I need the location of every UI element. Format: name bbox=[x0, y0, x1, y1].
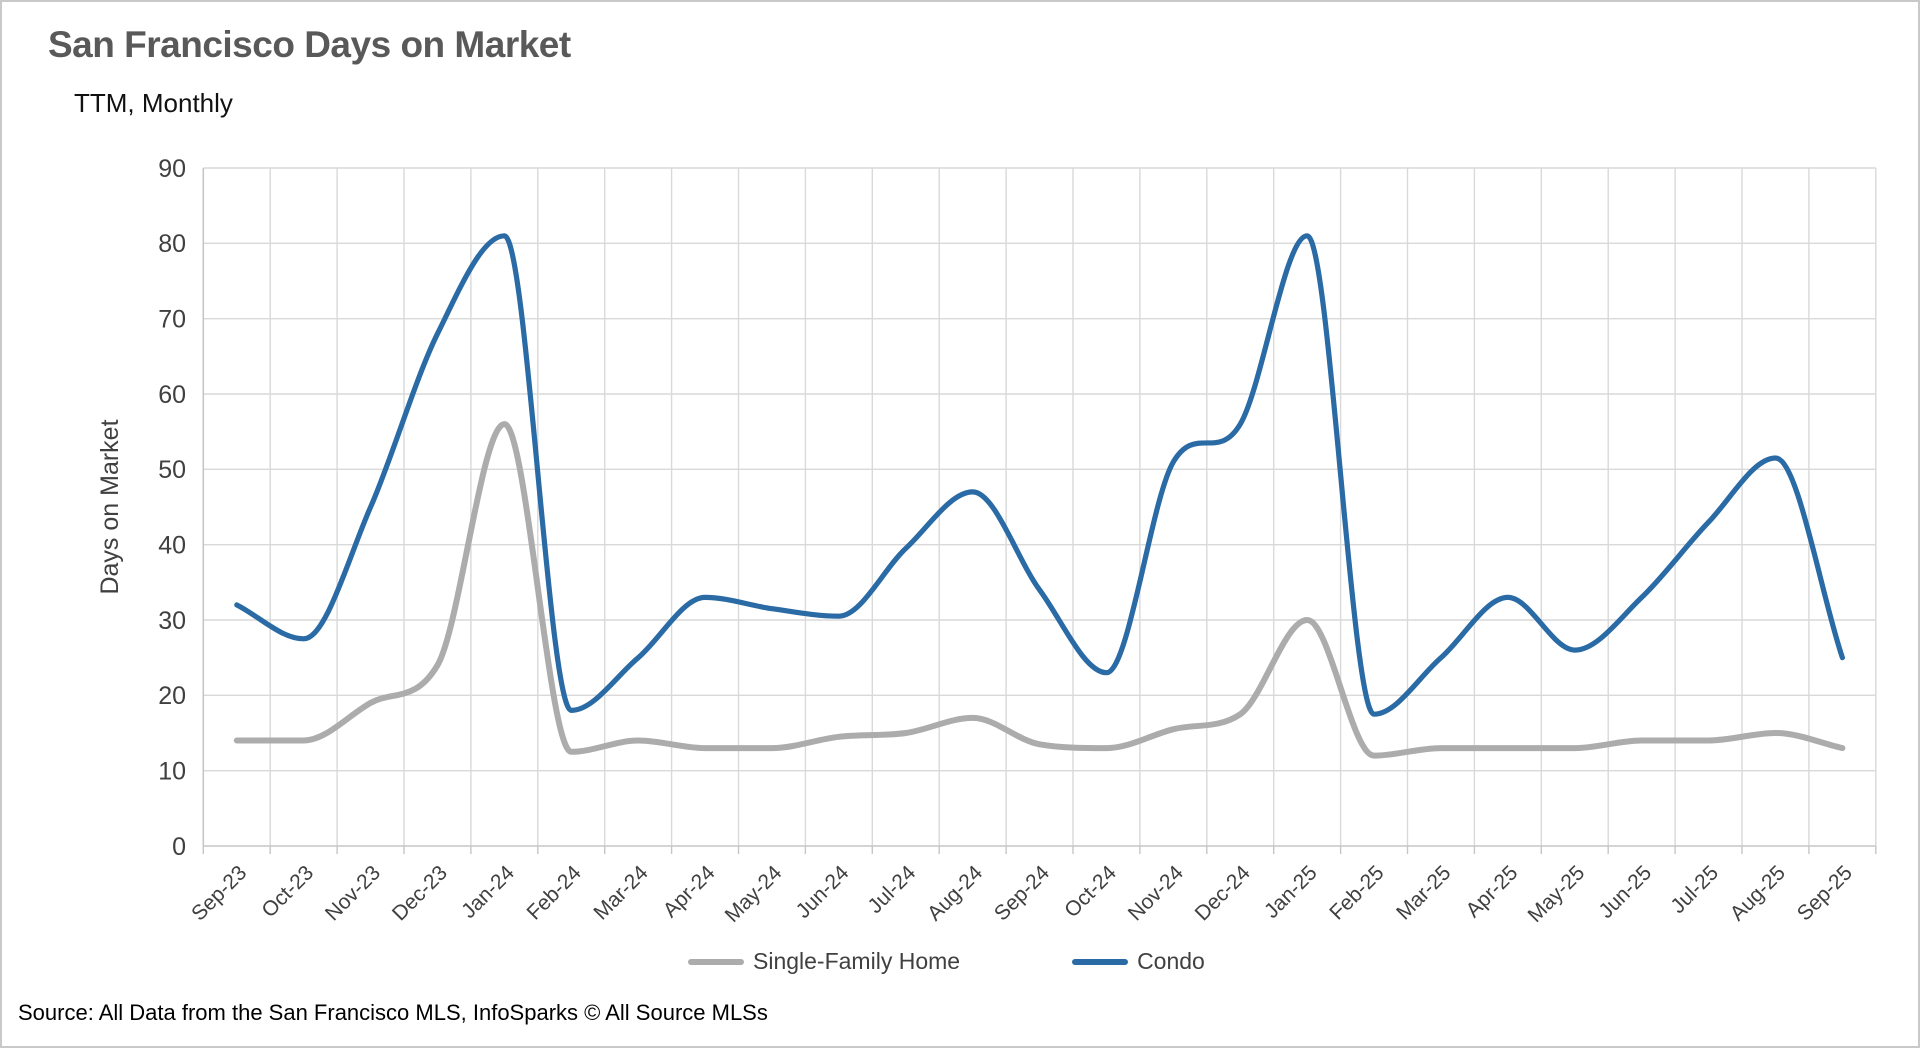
y-tick-label: 80 bbox=[158, 230, 186, 258]
x-tick-label: Mar-24 bbox=[589, 861, 653, 925]
chart-legend: Single-Family Home Condo bbox=[688, 948, 1205, 975]
condo-line bbox=[234, 233, 1845, 717]
axes bbox=[202, 168, 1877, 854]
y-axis-labels: 0 10 20 30 40 50 60 70 80 90 bbox=[158, 155, 186, 861]
x-tick-label: Feb-24 bbox=[522, 861, 586, 925]
x-tick-label: Mar-25 bbox=[1392, 861, 1455, 924]
legend-item-condo: Condo bbox=[1072, 948, 1205, 975]
x-tick-label: Dec-23 bbox=[388, 861, 452, 925]
x-tick-label: Sep-24 bbox=[990, 861, 1054, 925]
page-title: San Francisco Days on Market bbox=[48, 24, 571, 65]
y-tick-label: 70 bbox=[158, 305, 186, 333]
x-tick-label: Jan-24 bbox=[457, 861, 519, 923]
x-tick-label: Aug-25 bbox=[1726, 861, 1790, 925]
y-tick-label: 40 bbox=[158, 531, 186, 559]
y-tick-label: 10 bbox=[158, 757, 186, 785]
x-tick-label: Dec-24 bbox=[1191, 861, 1255, 925]
x-tick-label: Nov-23 bbox=[321, 861, 385, 925]
x-tick-label: Sep-25 bbox=[1793, 861, 1857, 925]
gridlines bbox=[202, 167, 1877, 846]
y-tick-label: 0 bbox=[172, 833, 186, 861]
single-family-line bbox=[233, 421, 1846, 759]
x-tick-label: Apr-25 bbox=[1462, 861, 1523, 922]
y-tick-label: 60 bbox=[158, 381, 186, 409]
x-tick-label: Oct-24 bbox=[1060, 861, 1121, 922]
x-tick-label: Aug-24 bbox=[923, 861, 987, 925]
y-tick-label: 50 bbox=[158, 456, 186, 484]
x-tick-label: Jan-25 bbox=[1260, 861, 1322, 923]
y-tick-label: 20 bbox=[158, 682, 186, 710]
x-tick-label: May-24 bbox=[721, 861, 787, 927]
x-tick-label: Feb-25 bbox=[1325, 861, 1388, 924]
series-lines bbox=[233, 233, 1846, 759]
x-axis-labels: Sep-23 Oct-23 Nov-23 Dec-23 Jan-24 Feb-24 Mar-… bbox=[187, 861, 1857, 927]
condo-line-swatch bbox=[1072, 958, 1129, 965]
legend-label-single-family: Single-Family Home bbox=[753, 948, 961, 974]
x-tick-label: Apr-24 bbox=[659, 861, 720, 922]
legend-label-condo: Condo bbox=[1137, 948, 1205, 974]
y-axis-title-text: Days on Market bbox=[96, 419, 124, 594]
y-tick-label: 30 bbox=[158, 607, 186, 635]
source-note: Source: All Data from the San Francisco … bbox=[18, 1000, 768, 1025]
x-tick-label: Sep-23 bbox=[187, 861, 251, 925]
x-tick-label: Jul-25 bbox=[1666, 861, 1723, 918]
y-axis-title: Days on Market bbox=[96, 419, 124, 594]
legend-item-single-family: Single-Family Home bbox=[688, 948, 960, 975]
x-tick-label: May-25 bbox=[1524, 861, 1590, 927]
x-tick-label: Nov-24 bbox=[1124, 861, 1188, 925]
x-tick-label: Jun-24 bbox=[792, 861, 854, 923]
chart-subtitle: TTM, Monthly bbox=[74, 88, 233, 118]
y-tick-label: 90 bbox=[158, 155, 186, 183]
single-family-line-swatch bbox=[688, 958, 744, 965]
x-tick-label: Oct-23 bbox=[257, 861, 318, 922]
x-tick-label: Jul-24 bbox=[864, 861, 921, 918]
x-tick-label: Jun-25 bbox=[1595, 861, 1657, 923]
